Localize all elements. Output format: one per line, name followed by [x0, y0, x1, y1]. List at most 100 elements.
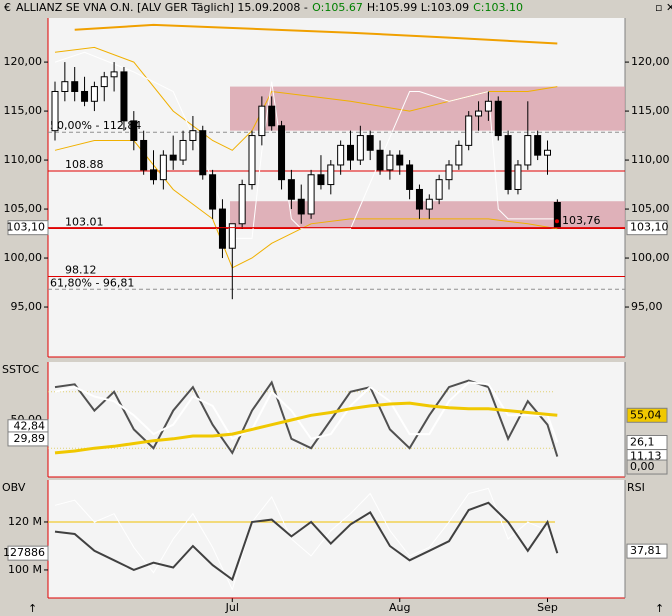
candle-body — [287, 179, 295, 200]
candle-body — [534, 135, 542, 156]
overlay-line — [74, 23, 558, 45]
candle-body — [435, 179, 443, 200]
candle-body — [140, 139, 148, 171]
y-tick-label: 115,00 — [631, 104, 670, 117]
value-tag: 55,04 — [630, 408, 662, 421]
stop-marker — [555, 219, 559, 224]
candle-body — [327, 164, 335, 186]
y-tick-label: 120 M — [8, 515, 42, 528]
candle-body — [455, 144, 463, 166]
y-tick-label: 100,00 — [4, 251, 43, 264]
value-tag: 0,00 — [630, 460, 655, 473]
value-tag-box — [626, 459, 668, 475]
value-tag: 26,1 — [630, 435, 655, 448]
y-tick-label: 105,00 — [631, 202, 670, 215]
candle-body — [386, 154, 394, 171]
value-tag: 29,89 — [14, 432, 46, 445]
value-tag: 37,81 — [630, 544, 662, 557]
indicator-line — [54, 401, 558, 455]
candle-body — [544, 149, 551, 156]
candle-body — [61, 81, 69, 92]
candle-body — [514, 164, 522, 190]
value-tag-box — [626, 407, 668, 423]
y-tick-label: 120,00 — [631, 55, 670, 68]
value-tag-box — [7, 431, 49, 447]
candle-body — [297, 198, 305, 215]
indicator-line — [54, 487, 558, 592]
stop-label: 103,76 — [562, 214, 601, 227]
candle-body — [524, 135, 532, 166]
candle-body — [71, 81, 79, 92]
y-tick-label: 110,00 — [4, 153, 43, 166]
candle-body — [238, 184, 246, 225]
support-label: 108.88 — [65, 158, 104, 171]
header-hl: H:105.99 L:103.09 — [367, 1, 469, 14]
candle-body — [51, 90, 59, 132]
candle-body — [218, 208, 226, 249]
overlay-line — [54, 51, 558, 239]
candle-body — [465, 115, 473, 146]
indicator-line — [54, 379, 559, 457]
candle-body — [278, 125, 286, 181]
plot-area — [48, 362, 625, 477]
x-tick-label: Sep — [537, 601, 558, 614]
y-tick-label: 120,00 — [4, 55, 43, 68]
candle-body — [81, 90, 89, 102]
panel-title: SSTOC — [2, 363, 39, 376]
indicator-line — [54, 501, 559, 582]
header-symbol: ALLIANZ SE VNA O.N. [ALV GER Täglich] 15… — [16, 1, 308, 14]
header: ALLIANZ SE VNA O.N. [ALV GER Täglich] 15… — [16, 1, 523, 14]
candle-body — [406, 164, 414, 190]
candle-body — [150, 169, 157, 181]
support-label: 103.01 — [65, 216, 104, 229]
candle-body — [445, 164, 453, 181]
indicator-line — [54, 381, 559, 443]
value-tag-box — [626, 543, 668, 559]
value-tag-box — [7, 545, 49, 561]
scroll-arrow[interactable]: ↑ — [28, 602, 37, 615]
scroll-arrow[interactable]: ↑ — [655, 602, 664, 615]
y-tick-label: 110,00 — [631, 153, 670, 166]
candle-body — [337, 144, 345, 166]
candle-body — [110, 71, 118, 78]
fib-label: 61,80% - 96,81 — [50, 276, 134, 289]
candle-body — [307, 174, 315, 215]
window-controls[interactable]: ▫ ✕ — [655, 1, 672, 14]
candle-body — [179, 139, 187, 161]
candle-body — [376, 149, 384, 171]
candle-body — [268, 105, 276, 127]
x-tick-label: Jul — [225, 601, 239, 614]
candle-body — [494, 100, 502, 137]
candle-body — [169, 154, 177, 161]
candle-body — [475, 110, 483, 117]
candle-body — [317, 174, 325, 186]
panel-title: OBV — [2, 481, 26, 494]
candle-body — [484, 100, 492, 112]
value-tag-box — [626, 220, 668, 236]
plot-area — [48, 18, 625, 357]
fib-label: 50,00% - 112,84 — [50, 119, 141, 132]
y-tick-label: 100,00 — [631, 251, 670, 264]
y-tick-label: 105,00 — [4, 202, 43, 215]
panel-title-right: RSI — [627, 481, 645, 494]
header-open: O:105.67 — [312, 1, 363, 14]
candle-body — [504, 135, 512, 190]
candle-body — [356, 135, 364, 161]
y-tick-label: 115,00 — [4, 104, 43, 117]
x-tick-label: Aug — [389, 601, 410, 614]
value-tag: 127886 — [3, 546, 45, 559]
candle-body — [415, 188, 423, 210]
currency: € — [4, 1, 11, 14]
value-tag: 103,10 — [630, 221, 669, 234]
candle-body — [366, 135, 374, 151]
value-tag: 11,13 — [630, 450, 662, 463]
candle-body — [130, 120, 138, 141]
candle-body — [209, 174, 217, 210]
candle-body — [396, 154, 404, 166]
candle-body — [90, 86, 98, 102]
y-tick-label: 100 M — [8, 563, 42, 576]
candle-body — [248, 135, 256, 186]
candle-body — [425, 198, 433, 210]
candle-body — [228, 223, 236, 249]
